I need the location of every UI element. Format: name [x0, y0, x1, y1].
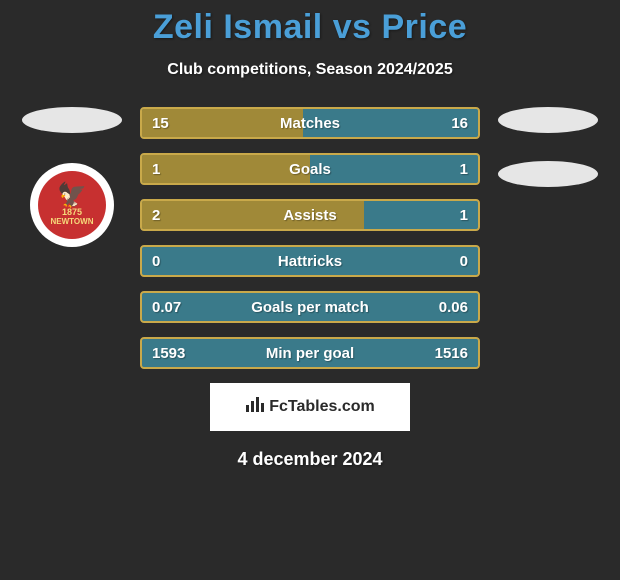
- bar-value-right: 0.06: [439, 293, 468, 321]
- griffin-icon: 🦅: [57, 184, 87, 208]
- stat-bar: 15 Matches 16: [140, 107, 480, 139]
- bar-value-right: 1516: [435, 339, 468, 367]
- left-side: 🦅 1875 NEWTOWN: [22, 107, 122, 247]
- left-club-oval: [22, 107, 122, 133]
- date: 4 december 2024: [237, 449, 382, 470]
- content-wrapper: Zeli Ismail vs Price Club competitions, …: [0, 0, 620, 580]
- watermark: FcTables.com: [210, 383, 410, 431]
- stat-bar: 2 Assists 1: [140, 199, 480, 231]
- subtitle: Club competitions, Season 2024/2025: [167, 61, 452, 79]
- bar-value-right: 1: [460, 201, 468, 229]
- stat-bar: 1593 Min per goal 1516: [140, 337, 480, 369]
- bar-value-right: 0: [460, 247, 468, 275]
- bar-value-right: 1: [460, 155, 468, 183]
- bar-value-left: 2: [152, 201, 160, 229]
- stat-bars: 15 Matches 16 1 Goals 1 2 Assists 1 0 Hattricks 0 0.…: [140, 107, 480, 369]
- bar-label: Min per goal: [266, 339, 354, 367]
- bar-value-right: 16: [451, 109, 468, 137]
- crest-shield: 🦅 1875 NEWTOWN: [38, 171, 106, 239]
- crest-name: NEWTOWN: [51, 218, 94, 227]
- chart-icon: [245, 395, 265, 418]
- bar-fill: [142, 155, 310, 183]
- bar-label: Assists: [283, 201, 336, 229]
- left-club-crest: 🦅 1875 NEWTOWN: [30, 163, 114, 247]
- right-club-oval-1: [498, 107, 598, 133]
- bar-value-left: 0.07: [152, 293, 181, 321]
- stat-bar: 0 Hattricks 0: [140, 245, 480, 277]
- bar-label: Goals per match: [251, 293, 369, 321]
- stat-bar: 0.07 Goals per match 0.06: [140, 291, 480, 323]
- main-row: 🦅 1875 NEWTOWN 15 Matches 16 1 Goals 1 2 Assist…: [0, 107, 620, 369]
- bar-label: Matches: [280, 109, 340, 137]
- stat-bar: 1 Goals 1: [140, 153, 480, 185]
- right-side: [498, 107, 598, 187]
- bar-value-left: 1593: [152, 339, 185, 367]
- right-club-oval-2: [498, 161, 598, 187]
- bar-value-left: 1: [152, 155, 160, 183]
- bar-value-left: 15: [152, 109, 169, 137]
- bar-value-left: 0: [152, 247, 160, 275]
- bar-label: Goals: [289, 155, 331, 183]
- page-title: Zeli Ismail vs Price: [153, 8, 467, 47]
- watermark-text: FcTables.com: [269, 398, 375, 416]
- bar-label: Hattricks: [278, 247, 342, 275]
